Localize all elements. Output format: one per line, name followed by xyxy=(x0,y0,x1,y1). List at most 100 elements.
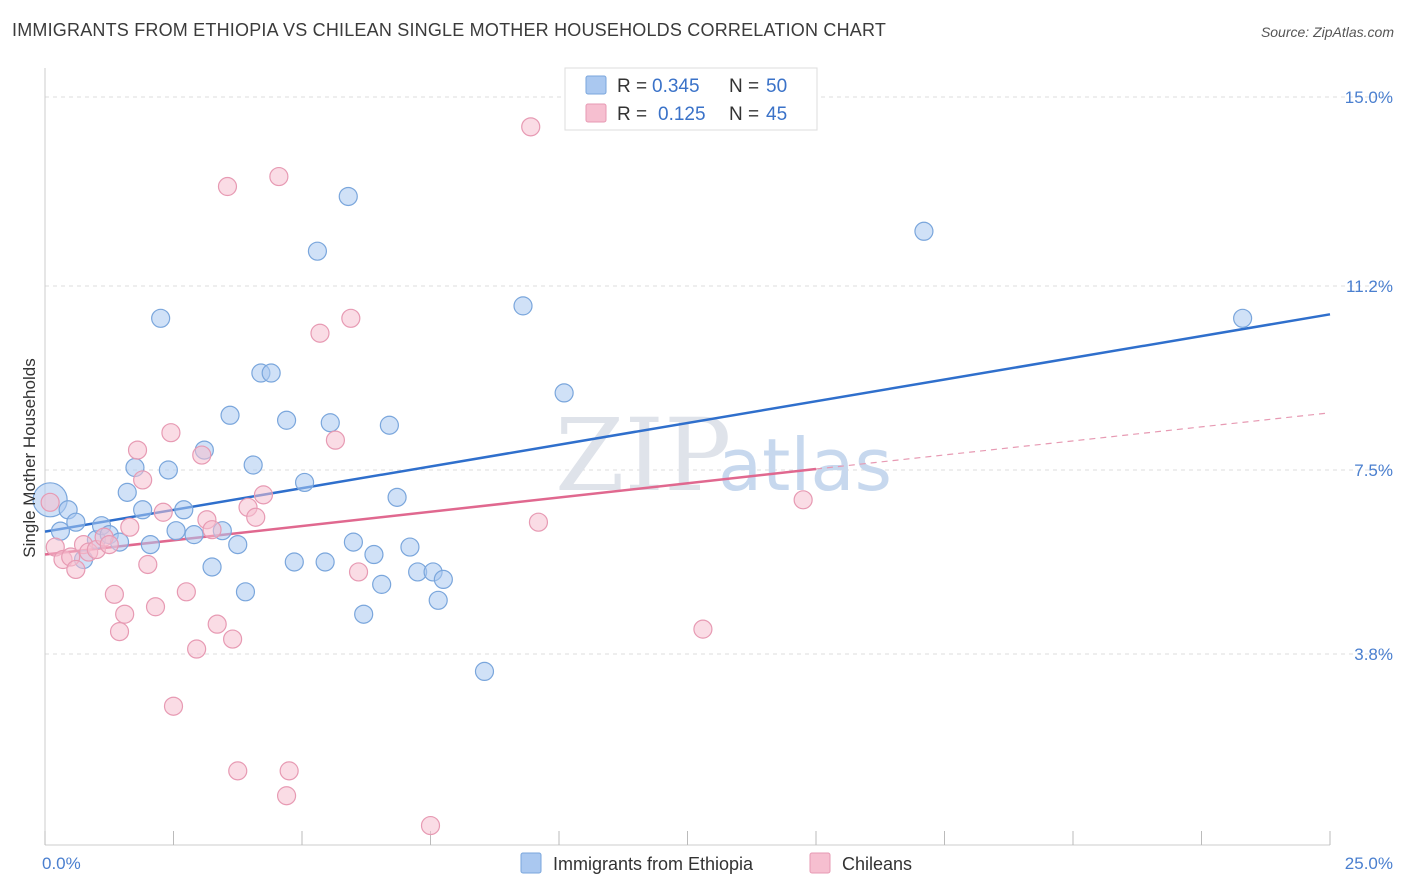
watermark-zip: ZIP xyxy=(555,397,731,514)
chileans-point-25 xyxy=(202,520,222,540)
chileans-point-18 xyxy=(153,502,173,522)
ethiopia-point-47 xyxy=(554,383,574,403)
chileans-point-16 xyxy=(138,554,158,575)
ethiopia-point-22 xyxy=(228,534,248,555)
chart-title: IMMIGRANTS FROM ETHIOPIA VS CHILEAN SING… xyxy=(12,20,887,40)
chileans-point-9 xyxy=(99,534,119,555)
legend-n-value-2: 45 xyxy=(766,104,787,125)
ethiopia-point-15 xyxy=(166,521,186,541)
ethiopia-point-13 xyxy=(151,308,171,328)
ethiopia-point-19 xyxy=(202,557,222,577)
y-tick-label-3: 15.0% xyxy=(1345,88,1393,107)
x-tick-label-0: 0.0% xyxy=(42,854,81,873)
ethiopia-point-39 xyxy=(387,487,407,507)
chileans-point-34 xyxy=(276,786,297,806)
chileans-point-28 xyxy=(223,629,243,649)
chileans-point-14 xyxy=(127,440,148,460)
chileans-point-44 xyxy=(793,490,813,510)
series-legend-swatch-ethiopia xyxy=(520,852,542,874)
ethiopia-point-37 xyxy=(372,574,392,594)
ethiopia-point-26 xyxy=(261,363,281,383)
legend-swatch-pink xyxy=(585,103,607,123)
ethiopia-point-34 xyxy=(343,532,363,552)
chileans-trend-extension xyxy=(815,412,1331,470)
chileans-point-23 xyxy=(192,445,212,465)
ethiopia-point-49 xyxy=(1233,308,1253,328)
ethiopia-point-44 xyxy=(433,569,453,590)
ethiopia-point-16 xyxy=(174,500,194,520)
ethiopia-point-31 xyxy=(315,552,335,572)
y-tick-label-0: 3.8% xyxy=(1354,645,1393,664)
chileans-point-12 xyxy=(115,604,135,624)
chileans-point-4 xyxy=(66,559,86,580)
ethiopia-point-17 xyxy=(184,525,204,545)
ethiopia-point-24 xyxy=(243,455,263,475)
legend-r-label-2: R = xyxy=(617,104,647,125)
chileans-point-32 xyxy=(253,485,274,505)
series-legend: Immigrants from Ethiopia Chileans xyxy=(520,852,912,874)
data-points xyxy=(32,117,1253,836)
ethiopia-point-33 xyxy=(338,186,358,207)
ethiopia-point-46 xyxy=(513,296,533,316)
ethiopia-point-9 xyxy=(117,482,137,502)
chileans-point-42 xyxy=(528,512,549,532)
chileans-point-13 xyxy=(120,517,140,537)
legend-n-value-1: 50 xyxy=(766,76,787,97)
chileans-point-37 xyxy=(325,430,346,450)
chileans-point-40 xyxy=(420,815,441,836)
chileans-point-33 xyxy=(269,166,289,187)
source-label: Source: ZipAtlas.com xyxy=(1260,24,1394,40)
y-tick-label-1: 7.5% xyxy=(1354,461,1393,480)
ethiopia-point-27 xyxy=(276,410,297,430)
ethiopia-point-21 xyxy=(220,405,240,425)
watermark: ZIP atlas xyxy=(555,397,892,514)
chileans-point-41 xyxy=(521,117,541,137)
legend-r-label-1: R = xyxy=(617,76,647,97)
stats-legend: R = 0.345 N = 50 R = 0.125 N = 45 xyxy=(564,67,818,131)
chileans-point-29 xyxy=(228,761,248,781)
chileans-point-17 xyxy=(145,597,166,617)
ethiopia-point-14 xyxy=(158,460,178,480)
chileans-trend-line xyxy=(44,467,817,556)
ethiopia-point-3 xyxy=(66,512,86,532)
chileans-point-31 xyxy=(246,507,266,527)
chileans-point-15 xyxy=(133,470,153,490)
ethiopia-point-23 xyxy=(235,582,256,602)
ethiopia-point-32 xyxy=(320,413,340,433)
ethiopia-point-11 xyxy=(133,500,153,520)
chileans-point-38 xyxy=(341,308,361,328)
legend-r-value-2: 0.125 xyxy=(658,104,706,125)
series-legend-label-ethiopia: Immigrants from Ethiopia xyxy=(553,854,754,874)
ethiopia-point-35 xyxy=(354,604,374,624)
series-legend-label-chileans: Chileans xyxy=(842,854,912,874)
chileans-point-36 xyxy=(310,323,330,343)
ethiopia-point-36 xyxy=(364,544,384,565)
chileans-point-43 xyxy=(693,619,713,639)
y-tick-label-2: 11.2% xyxy=(1346,277,1393,296)
x-tick-label-1: 25.0% xyxy=(1345,854,1393,873)
series-legend-swatch-chileans xyxy=(809,852,831,874)
grid-lines xyxy=(45,96,1390,655)
chileans-point-10 xyxy=(104,584,124,604)
chileans-point-27 xyxy=(217,176,238,197)
chileans-point-19 xyxy=(161,423,181,443)
stats-legend-box xyxy=(564,67,818,131)
ethiopia-point-38 xyxy=(379,415,399,435)
tick-labels: 3.8% 7.5% 11.2% 15.0% 0.0% 25.0% xyxy=(42,88,1393,873)
y-axis-label: Single Mother Households xyxy=(20,358,39,557)
ethiopia-point-48 xyxy=(914,221,934,241)
chileans-point-35 xyxy=(279,761,299,781)
ethiopia-point-45 xyxy=(474,661,495,682)
chileans-point-39 xyxy=(348,562,369,582)
chileans-point-26 xyxy=(207,614,227,634)
chileans-point-0 xyxy=(40,492,60,512)
legend-swatch-blue xyxy=(585,75,607,95)
legend-n-label-1: N = xyxy=(729,76,759,97)
legend-r-value-1: 0.345 xyxy=(652,76,700,97)
ethiopia-point-40 xyxy=(400,537,420,557)
chileans-point-22 xyxy=(187,639,207,659)
axes xyxy=(44,68,1331,846)
legend-n-label-2: N = xyxy=(729,104,759,125)
ethiopia-point-30 xyxy=(307,241,328,261)
